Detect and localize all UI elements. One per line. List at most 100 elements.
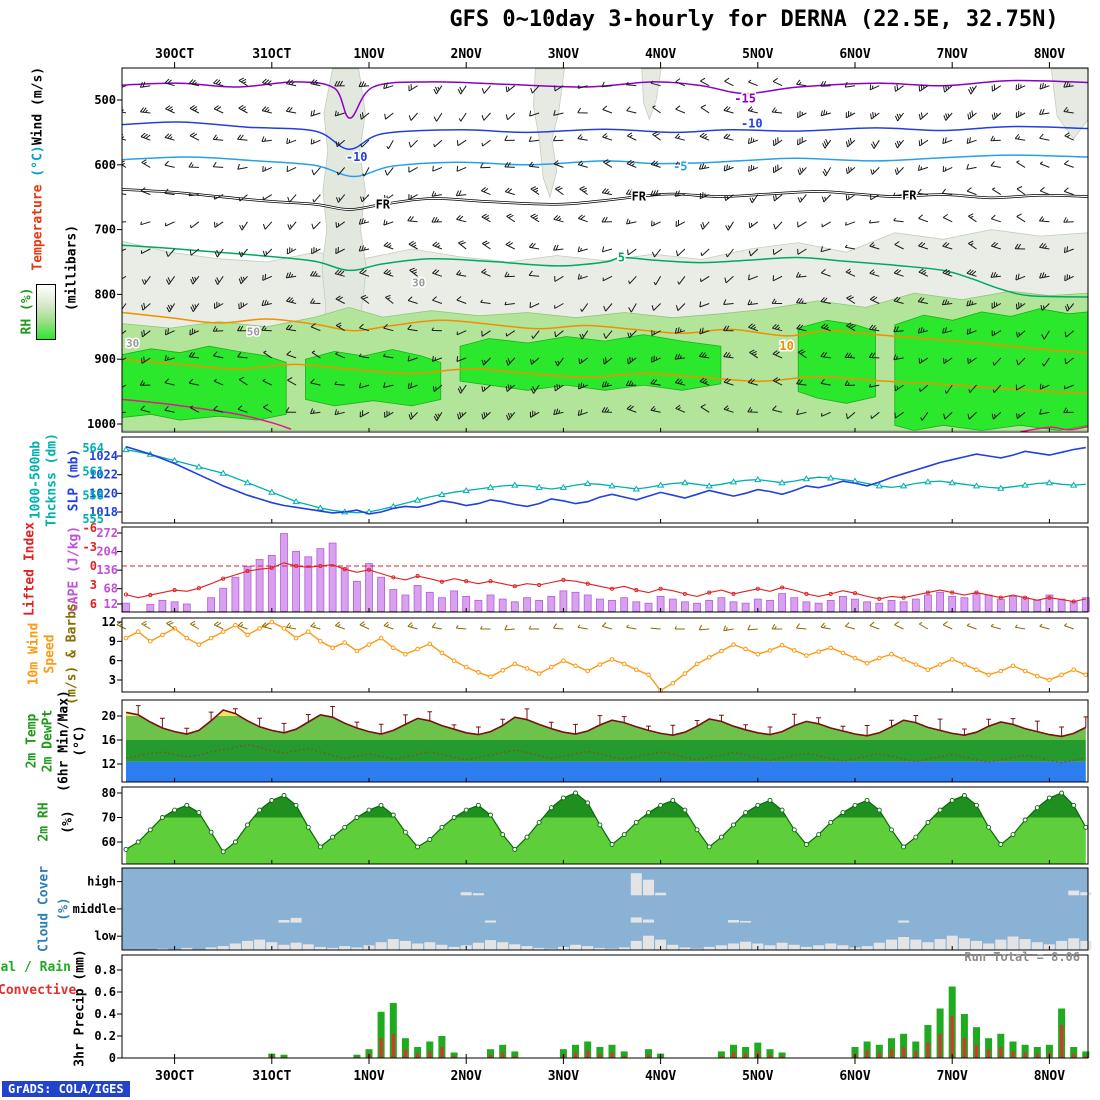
- pressure-tick-label: 1000: [87, 417, 116, 431]
- contour-label: -10: [346, 150, 368, 164]
- rh-axis-label: RH (%): [19, 287, 35, 335]
- contour-label: -15: [734, 92, 756, 106]
- li-tick-label: 6: [90, 597, 97, 611]
- date-label-bottom: 8NOV: [1034, 1069, 1065, 1084]
- contour-label: FR: [632, 190, 647, 204]
- contour-label: FR: [902, 188, 917, 202]
- date-label-top: 3NOV: [548, 47, 579, 62]
- slp-tick-label: 1024: [89, 449, 118, 463]
- cloud-axis-label-1: Cloud Cover: [36, 865, 52, 953]
- millibars-axis-label: (millibars): [64, 224, 80, 312]
- slp-thickness-series: [122, 445, 1086, 515]
- temp2m-axis-label-1: 2m Temp: [24, 713, 40, 769]
- rh2m-axis-label-2: (%): [60, 810, 76, 834]
- date-label-bottom: 5NOV: [742, 1069, 773, 1084]
- date-label-top: 30OCT: [155, 47, 194, 62]
- cape-bars: [122, 533, 1090, 612]
- thickness-tick-label: 555: [82, 512, 104, 526]
- wind-tick-label: 3: [109, 673, 116, 687]
- contour-label: 10: [779, 339, 793, 353]
- date-label-top: 5NOV: [742, 47, 773, 62]
- precip-tick-label: 0.4: [94, 1007, 116, 1021]
- date-label-top: 7NOV: [937, 47, 968, 62]
- slp-tick-label: 1018: [89, 505, 118, 519]
- cape-tick-label: 68: [104, 582, 118, 596]
- wind-tick-label: 6: [109, 654, 116, 668]
- axes: 30OCT 30OCT 31OCT 31OCT 1NOV 1NOV 2NOV 2NOV 3NOV…: [73, 47, 1089, 1084]
- chart-title: GFS 0~10day 3-hourly for DERNA (22.5E, 3…: [449, 7, 1059, 32]
- temp2m-axis-label-4: (°C): [72, 725, 88, 757]
- thickness-axis-label-1: 1000-500mb: [28, 440, 44, 520]
- pressure-tick-label: 600: [94, 158, 116, 172]
- slp-axis-label: SLP (mb): [66, 448, 82, 512]
- wind-tick-label: 9: [109, 634, 116, 648]
- precip-tick-label: 0: [109, 1051, 116, 1065]
- cloud-row-label: high: [87, 875, 116, 889]
- wind10m-series: [116, 619, 1089, 693]
- cape-tick-label: 204: [96, 545, 118, 559]
- date-label-bottom: 1NOV: [353, 1069, 384, 1084]
- rh-tick-label: 60: [102, 835, 116, 849]
- rh-colorbar: [36, 284, 56, 340]
- temp2m-axis-label-2: 2m DewPt: [40, 709, 56, 773]
- li-tick-label: 3: [90, 578, 97, 592]
- date-label-bottom: 31OCT: [252, 1069, 291, 1084]
- rh-tick-label: 70: [102, 811, 116, 825]
- precip-axis-label: 3hr Precip (mm): [72, 949, 88, 1067]
- lifted-index-axis-label: Lifted Index: [22, 522, 38, 616]
- contour-labels: -15 -10 -10 -5 FR FR FR 5 10 30 50 30: [124, 90, 918, 355]
- thickness-tick-label: 558: [82, 488, 104, 502]
- slp-tick-label: 1020: [89, 486, 118, 500]
- precip-convective-legend: Convective: [0, 983, 77, 998]
- rh2m-axis-label-1: 2m RH: [36, 802, 52, 842]
- cloud-cover-panel: [122, 868, 1092, 950]
- wind-axis-label: Wind (m/s): [30, 66, 46, 146]
- temp2m-axis-label-3: (6hr Min/Max): [56, 690, 72, 792]
- slp-tick-label: 1022: [89, 468, 118, 482]
- date-label-bottom: 30OCT: [155, 1069, 194, 1084]
- temp-tick-label: 20: [102, 709, 116, 723]
- cape-tick-label: 136: [96, 563, 118, 577]
- cape-axis-label: CAPE (J/kg): [66, 525, 82, 613]
- wind10m-axis-label-1: 10m Wind: [26, 622, 42, 686]
- contour-label: -5: [673, 160, 687, 174]
- thickness-tick-label: 564: [82, 441, 104, 455]
- wind-tick-label: 12: [102, 615, 116, 629]
- rh-tick-label: 80: [102, 786, 116, 800]
- date-label-top: 4NOV: [645, 47, 676, 62]
- pressure-tick-label: 700: [94, 223, 116, 237]
- cape-tick-label: 12: [104, 597, 118, 611]
- rh-contour-label: 30: [126, 337, 139, 350]
- wind10m-axis-label-2: Speed: [42, 634, 58, 674]
- cloud-axis-label-2: (%): [56, 897, 72, 921]
- cape-tick-label: 272: [96, 526, 118, 540]
- pressure-tick-label: 900: [94, 352, 116, 366]
- contour-label: FR: [376, 197, 391, 211]
- temperature-axis-unit: (°C): [30, 145, 46, 177]
- precip-tick-label: 0.2: [94, 1029, 116, 1043]
- li-tick-label: 0: [90, 559, 97, 573]
- date-label-top: 31OCT: [252, 47, 291, 62]
- rh-contour-label: 30: [412, 277, 425, 290]
- contour-label: -10: [741, 116, 763, 130]
- grads-credit: GrADS: COLA/IGES: [2, 1081, 130, 1097]
- thickness-tick-label: 561: [82, 465, 104, 479]
- pressure-tick-label: 500: [94, 93, 116, 107]
- precip-tick-label: 0.6: [94, 985, 116, 999]
- li-tick-label: -6: [83, 521, 97, 535]
- date-label-bottom: 2NOV: [451, 1069, 482, 1084]
- run-total-label: Run Total = 8.06: [964, 950, 1080, 964]
- li-tick-label: -3: [83, 540, 97, 554]
- rh-contour-label: 50: [247, 325, 260, 338]
- date-label-top: 8NOV: [1034, 47, 1065, 62]
- rh2m-series: [123, 790, 1089, 864]
- date-label-bottom: 4NOV: [645, 1069, 676, 1084]
- temp-tick-label: 12: [102, 757, 116, 771]
- upper-wind-barbs: [122, 77, 1075, 422]
- temp2m-series: [125, 705, 1089, 782]
- date-label-bottom: 6NOV: [839, 1069, 870, 1084]
- date-label-top: 2NOV: [451, 47, 482, 62]
- precip-bars: [268, 986, 1090, 1058]
